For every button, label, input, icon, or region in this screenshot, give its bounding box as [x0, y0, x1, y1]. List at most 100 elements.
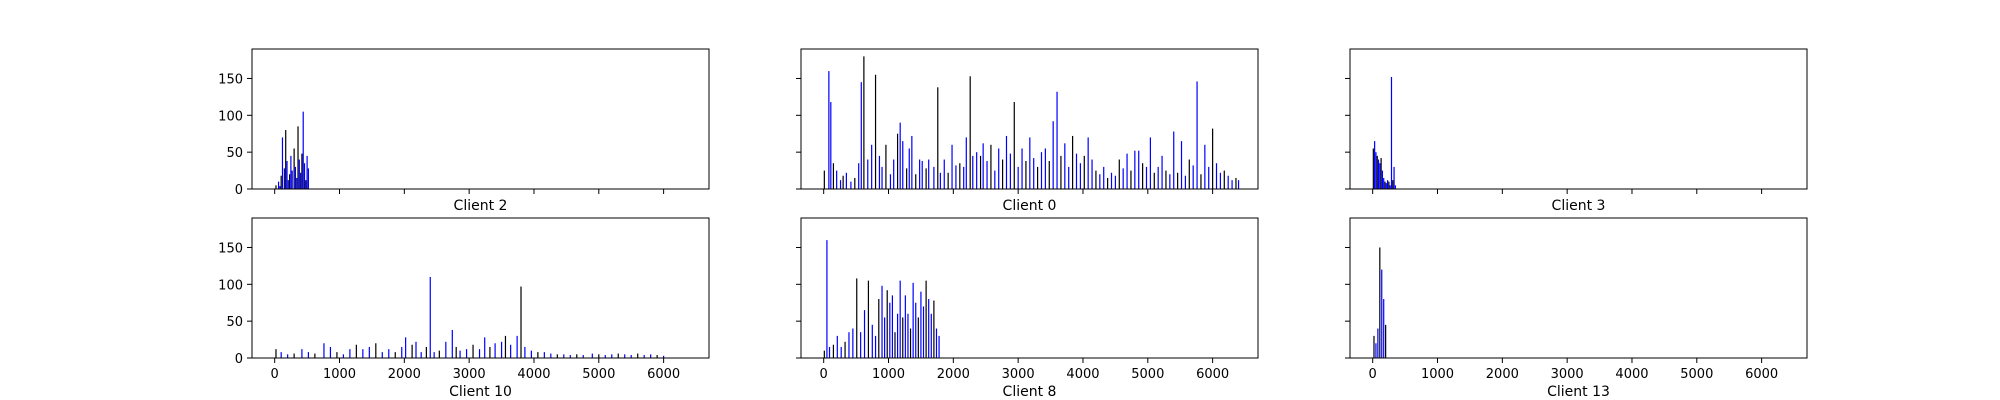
bar: [604, 355, 606, 358]
bar: [516, 335, 518, 358]
bar: [624, 354, 626, 358]
bar: [576, 354, 578, 358]
bar: [1017, 166, 1019, 189]
bar: [850, 181, 852, 189]
bar: [915, 174, 917, 189]
bar: [1196, 81, 1198, 189]
x-tick-label: 2000: [937, 367, 970, 382]
bar: [912, 282, 914, 358]
bar: [280, 175, 282, 189]
bar: [388, 349, 390, 358]
bar: [381, 352, 383, 358]
bar: [1372, 148, 1374, 189]
bar: [848, 332, 850, 358]
bar: [1390, 77, 1393, 189]
bar: [885, 144, 887, 189]
y-tick-label: 100: [218, 109, 243, 124]
bar: [510, 344, 512, 358]
bar: [881, 166, 883, 189]
bar: [563, 354, 565, 358]
bar: [1375, 152, 1377, 189]
x-tick-label: 0: [820, 367, 828, 382]
bar: [933, 166, 935, 189]
bar: [937, 87, 939, 189]
bar: [301, 153, 303, 189]
bar: [904, 295, 906, 358]
x-tick-label: 2000: [388, 367, 421, 382]
bar: [598, 354, 600, 358]
axes-frame: [251, 217, 710, 359]
bar: [1377, 328, 1379, 358]
bar: [911, 135, 913, 189]
y-tick-label: 150: [218, 241, 243, 256]
bar: [1373, 335, 1375, 358]
bar: [1192, 165, 1194, 189]
bar: [844, 341, 846, 358]
bar: [1099, 174, 1101, 189]
x-tick-label: 6000: [647, 367, 680, 382]
y-tick-label: 0: [235, 183, 243, 198]
x-axis-label: Client 0: [1003, 198, 1057, 214]
bar: [478, 349, 481, 358]
bar: [933, 300, 935, 358]
bar: [886, 290, 888, 358]
bar: [972, 155, 974, 189]
bar: [1383, 177, 1385, 189]
bar: [303, 163, 306, 189]
bar: [305, 180, 307, 189]
bar: [930, 313, 932, 358]
bar: [894, 332, 896, 358]
bar: [951, 144, 953, 189]
bar: [1375, 343, 1377, 358]
bar: [1180, 141, 1183, 189]
bar: [524, 346, 526, 358]
bar: [1122, 168, 1124, 189]
bar: [489, 346, 491, 358]
bar: [889, 174, 892, 189]
subplot-0: 0 50 100 150 Client 2: [218, 48, 710, 214]
bar: [1379, 247, 1381, 358]
bar: [1204, 144, 1206, 189]
bar: [349, 349, 351, 358]
bar: [1087, 137, 1089, 189]
bar: [1385, 324, 1387, 358]
bar: [289, 174, 291, 189]
bar: [323, 343, 325, 358]
bar: [465, 349, 468, 358]
bar: [420, 352, 422, 358]
bar: [375, 343, 377, 358]
bar: [896, 133, 899, 189]
bar: [986, 161, 988, 189]
bar: [1044, 148, 1046, 189]
bar: [860, 82, 862, 189]
bar: [302, 111, 304, 189]
x-tick-label: 1000: [1421, 367, 1454, 382]
bar: [1385, 183, 1387, 189]
axes-frame: [1349, 48, 1808, 190]
bar: [1381, 269, 1383, 358]
bar: [543, 352, 545, 358]
bar: [1095, 170, 1097, 189]
bar: [1384, 181, 1386, 189]
x-tick-label: 1000: [323, 367, 356, 382]
bar: [854, 177, 856, 189]
bar: [832, 163, 835, 189]
bar: [445, 341, 447, 358]
axes-frame: [251, 48, 710, 190]
bar: [451, 330, 453, 358]
bar: [836, 170, 838, 189]
x-tick-label: 6000: [1196, 367, 1229, 382]
bar: [1103, 166, 1105, 189]
bar: [300, 172, 302, 189]
bar: [415, 341, 417, 358]
bar: [902, 317, 904, 358]
bar: [280, 352, 282, 358]
bar: [1091, 159, 1093, 189]
bar: [1231, 180, 1233, 189]
bar: [909, 328, 912, 358]
x-tick-label: 2000: [1486, 367, 1519, 382]
bar: [301, 349, 303, 358]
bar: [867, 280, 870, 358]
bar: [556, 354, 558, 358]
